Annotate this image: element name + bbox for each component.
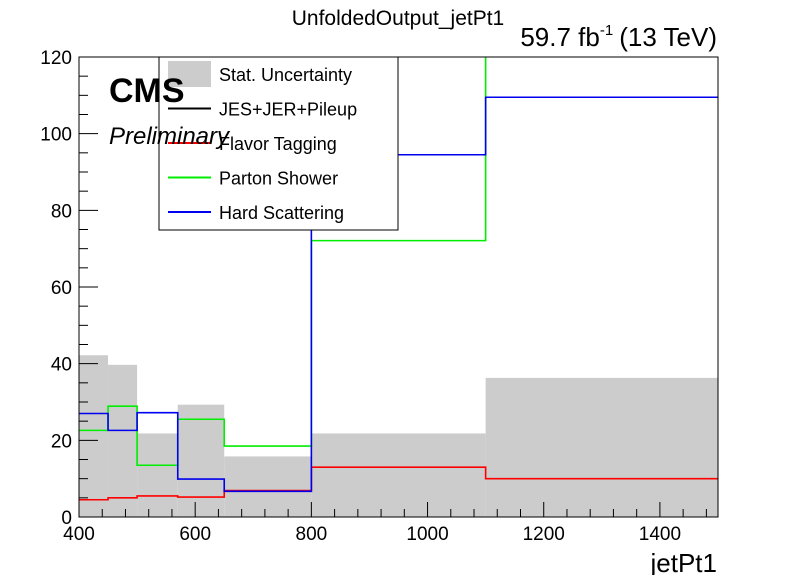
series-line-2 xyxy=(79,466,718,501)
y-tick-label: 0 xyxy=(61,508,72,529)
y-tick-label: 80 xyxy=(51,201,72,222)
uncertainty-band xyxy=(79,355,718,517)
luminosity-energy: (13 TeV) xyxy=(619,22,717,52)
series-line-3 xyxy=(79,57,487,467)
legend: Stat. Uncertainty JES+JER+Pileup Flavor Ta… xyxy=(158,56,399,231)
y-tick-label: 60 xyxy=(51,278,72,299)
legend-label: Flavor Tagging xyxy=(219,134,337,154)
y-tick-label: 100 xyxy=(40,125,72,146)
legend-label: Parton Shower xyxy=(219,169,338,189)
uncertainty-bin xyxy=(311,433,486,517)
legend-label: Hard Scattering xyxy=(219,203,344,223)
uncertainty-bin xyxy=(224,456,312,517)
uncertainty-bin xyxy=(177,404,225,517)
luminosity-label: 59.7 fb-1 (13 TeV) xyxy=(520,22,717,52)
y-tick-label: 120 xyxy=(40,48,72,69)
uncertainty-bin xyxy=(108,364,138,517)
uncertainty-bin xyxy=(485,377,718,517)
legend-label: Stat. Uncertainty xyxy=(219,65,352,85)
x-tick-label: 800 xyxy=(296,524,328,545)
y-tick-label: 20 xyxy=(51,431,72,452)
uncertainty-bin xyxy=(79,355,109,517)
x-tick-label: 400 xyxy=(63,524,95,545)
uncertainty-bin xyxy=(137,433,178,517)
preliminary-label: Preliminary xyxy=(109,123,231,150)
series-line-4 xyxy=(79,96,718,493)
x-tick-label: 1000 xyxy=(406,524,448,545)
legend-swatch xyxy=(168,61,211,87)
x-tick-label: 1200 xyxy=(523,524,565,545)
legend-label: JES+JER+Pileup xyxy=(219,100,357,120)
chart-title: UnfoldedOutput_jetPt1 xyxy=(292,7,504,30)
y-tick-label: 40 xyxy=(51,355,72,376)
luminosity-value: 59.7 fb xyxy=(520,22,600,52)
x-axis-label: jetPt1 xyxy=(650,548,718,575)
x-tick-label: 1400 xyxy=(639,524,681,545)
x-tick-label: 600 xyxy=(179,524,211,545)
cms-label: CMS xyxy=(109,72,185,110)
axes: 400 600 800 1000 1200 1400 0 20 40 60 80 100 120 xyxy=(40,48,707,545)
series-lines xyxy=(79,57,718,501)
luminosity-exponent: -1 xyxy=(600,22,613,39)
